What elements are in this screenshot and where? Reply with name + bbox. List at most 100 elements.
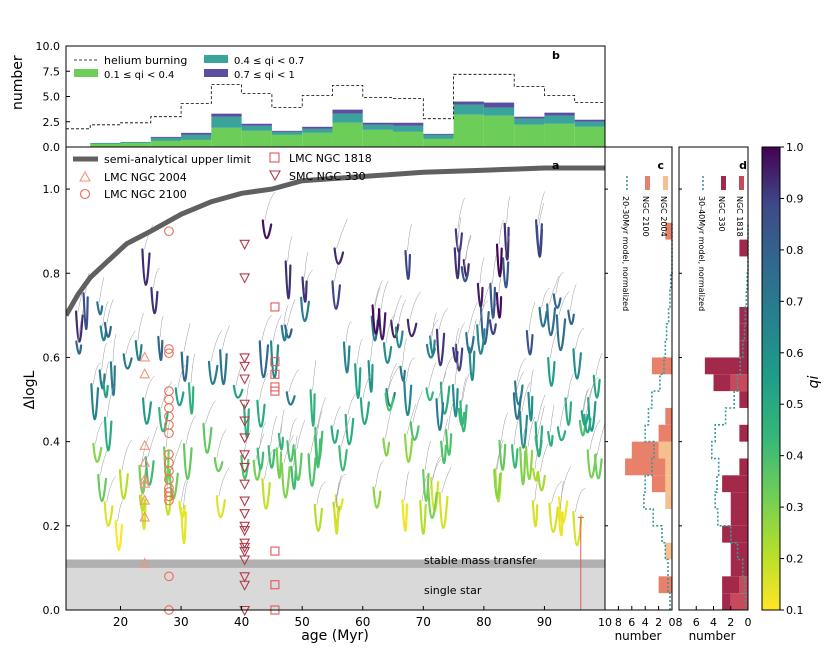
histogram-bar bbox=[332, 113, 363, 123]
evolution-track bbox=[103, 321, 112, 338]
evolution-track bbox=[445, 429, 453, 456]
evolution-track bbox=[525, 445, 534, 481]
evolution-track bbox=[452, 346, 459, 363]
ngc330-bar bbox=[730, 542, 748, 560]
ngc330-bar bbox=[722, 525, 748, 543]
evolution-track-thin bbox=[210, 330, 222, 362]
evolution-track-thin bbox=[102, 301, 109, 327]
histogram-bar bbox=[332, 122, 363, 147]
side-x-tick-label: 2 bbox=[655, 616, 662, 629]
evolution-track-thin bbox=[428, 362, 436, 389]
evolution-track-thin bbox=[283, 434, 294, 464]
ngc1818-point bbox=[270, 546, 280, 556]
evolution-track-thin bbox=[457, 197, 465, 230]
evolution-track bbox=[102, 380, 109, 399]
side-x-tick-label: 0 bbox=[745, 616, 752, 629]
x-tick-label: 80 bbox=[476, 615, 491, 629]
evolution-track bbox=[92, 442, 103, 463]
histogram-bar bbox=[241, 130, 272, 147]
evolution-track bbox=[293, 448, 303, 481]
evolution-track bbox=[534, 421, 544, 458]
evolution-track bbox=[419, 499, 427, 535]
b-y-tick-label: 0.0 bbox=[43, 141, 61, 154]
evolution-track-thin bbox=[596, 424, 605, 456]
evolution-track-thin bbox=[288, 369, 299, 393]
evolution-track bbox=[307, 453, 317, 487]
histogram-bar bbox=[453, 114, 484, 147]
evolution-track bbox=[468, 346, 476, 381]
evolution-track-thin bbox=[333, 406, 341, 427]
panel-d-xlabel: number bbox=[689, 629, 736, 643]
evolution-track bbox=[342, 341, 351, 374]
evolution-track bbox=[511, 444, 519, 469]
evolution-track bbox=[547, 357, 556, 387]
evolution-track bbox=[232, 384, 244, 399]
evolution-track-thin bbox=[312, 359, 317, 391]
evolution-track bbox=[527, 391, 534, 422]
evolution-track bbox=[406, 318, 418, 338]
evolution-track bbox=[451, 384, 459, 418]
evolution-track-thin bbox=[397, 299, 406, 328]
ngc1818-point bbox=[270, 580, 280, 590]
evolution-track-thin bbox=[125, 330, 136, 355]
legend-d-ngc1818-swatch bbox=[739, 176, 744, 190]
evolution-track-thin bbox=[286, 299, 295, 326]
legend-low-q-swatch bbox=[74, 69, 98, 77]
single-band-label: single star bbox=[424, 584, 482, 597]
panel-a-frame bbox=[65, 146, 606, 611]
evolution-track-thin bbox=[347, 391, 358, 415]
histogram-bar bbox=[302, 132, 333, 147]
side-x-tick-label: 0 bbox=[669, 616, 676, 629]
evolution-track-thin bbox=[402, 338, 407, 367]
evolution-track bbox=[138, 464, 148, 494]
evolution-track bbox=[150, 286, 159, 315]
colorbar-tick-label: 0.1 bbox=[786, 604, 804, 617]
evolution-track-thin bbox=[406, 403, 417, 435]
evolution-track bbox=[488, 319, 497, 335]
x-tick-label: 60 bbox=[355, 615, 370, 629]
evolution-track bbox=[331, 280, 341, 310]
histogram-bar bbox=[544, 112, 575, 116]
evolution-track-thin bbox=[95, 419, 106, 444]
ngc2004-bar bbox=[665, 475, 672, 493]
evolution-track bbox=[495, 292, 503, 319]
ngc330-point bbox=[239, 462, 251, 474]
panel-a-xlabel: age (Myr) bbox=[301, 628, 369, 644]
histogram-bar bbox=[120, 141, 151, 143]
evolution-track bbox=[592, 374, 601, 399]
legend-ngc1818-marker bbox=[269, 152, 280, 163]
panel-c-frame bbox=[604, 146, 673, 611]
histogram-bar bbox=[514, 124, 545, 147]
upper-limit-curve bbox=[66, 165, 605, 317]
panel-c-letter: c bbox=[657, 159, 664, 172]
ngc330-point bbox=[239, 555, 251, 566]
histogram-bar bbox=[90, 143, 121, 147]
evolution-track-thin bbox=[501, 412, 509, 441]
evolution-track bbox=[557, 507, 564, 537]
evolution-track-thin bbox=[541, 287, 551, 308]
ngc1818-point bbox=[270, 386, 280, 396]
evolution-track-thin bbox=[454, 327, 460, 349]
side-x-tick-label: 2 bbox=[727, 616, 734, 629]
histogram-bar bbox=[150, 136, 182, 138]
evolution-track-thin bbox=[504, 234, 511, 259]
ngc330-point bbox=[239, 572, 251, 583]
evolution-track bbox=[460, 266, 470, 283]
evolution-track-thin bbox=[430, 458, 442, 489]
y-tick-label: 0.0 bbox=[43, 604, 61, 617]
evolution-track-thin bbox=[345, 321, 352, 343]
evolution-track bbox=[519, 446, 527, 486]
evolution-track bbox=[333, 506, 340, 535]
histogram-bar bbox=[393, 122, 424, 126]
ngc2004-point bbox=[139, 557, 151, 568]
evolution-track bbox=[503, 222, 510, 261]
evolution-track-thin bbox=[373, 287, 381, 317]
ngc2004-point bbox=[139, 477, 151, 488]
evolution-track-thin bbox=[506, 196, 511, 224]
ngc330-point bbox=[239, 496, 251, 507]
evolution-track bbox=[258, 340, 270, 379]
legend-upper-limit-label: semi-analytical upper limit bbox=[104, 153, 252, 166]
legend-ngc2004-label: LMC NGC 2004 bbox=[104, 171, 187, 184]
